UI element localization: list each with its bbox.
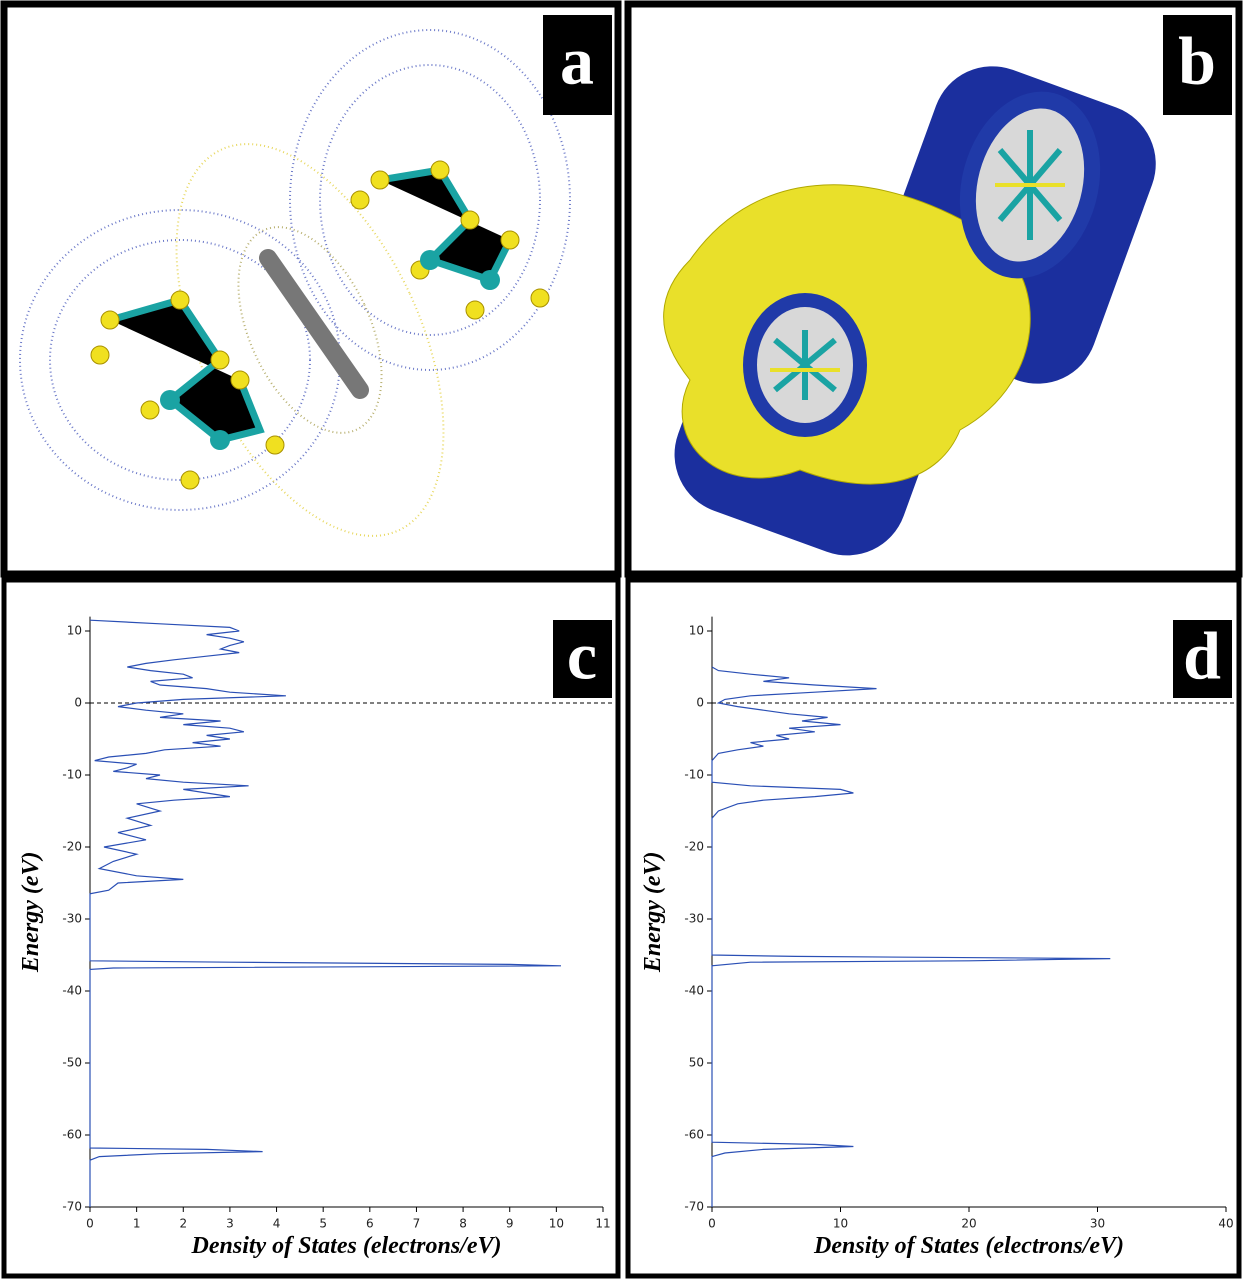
x-tick-label: 30	[1090, 1217, 1105, 1231]
x-axis-title: Density of States (electrons/eV)	[813, 1233, 1124, 1259]
y-tick-label: 10	[689, 624, 704, 638]
panel-label: b	[1178, 23, 1216, 99]
y-tick-label: 50	[689, 1056, 704, 1070]
x-tick-label: 6	[366, 1217, 374, 1231]
y-axis-title: Energy (eV)	[18, 851, 44, 973]
x-tick-label: 2	[179, 1217, 187, 1231]
panel-frame	[4, 580, 618, 1276]
x-tick-label: 1	[133, 1217, 141, 1231]
y-tick-label: -70	[684, 1200, 704, 1214]
panel-frame	[628, 580, 1239, 1276]
x-tick-label: 10	[833, 1217, 848, 1231]
figure: a b c d 10 0 -10 -20 -30 -40 -50 -60 -70 0 1 2 3 4 5 6 7…	[0, 0, 1243, 1279]
x-tick-label: 20	[961, 1217, 976, 1231]
y-tick-label: -30	[62, 912, 82, 926]
x-tick-label: 0	[86, 1217, 94, 1231]
y-tick-label: -10	[684, 768, 704, 782]
x-tick-label: 10	[549, 1217, 564, 1231]
y-tick-label: 0	[696, 696, 704, 710]
x-tick-label: 4	[273, 1217, 281, 1231]
y-tick-label: -30	[684, 912, 704, 926]
y-tick-label: 0	[74, 696, 82, 710]
y-tick-label: -20	[684, 840, 704, 854]
y-tick-label: -40	[62, 984, 82, 998]
panel-label: c	[567, 618, 597, 694]
x-tick-label: 11	[595, 1217, 610, 1231]
x-tick-label: 3	[226, 1217, 234, 1231]
x-axis-title: Density of States (electrons/eV)	[191, 1233, 502, 1259]
x-tick-label: 0	[708, 1217, 716, 1231]
y-tick-label: -50	[62, 1056, 82, 1070]
panel-label: a	[560, 23, 594, 99]
panel-label: d	[1183, 618, 1221, 694]
y-axis-title: Energy (eV)	[640, 851, 666, 973]
x-tick-label: 7	[413, 1217, 421, 1231]
y-tick-label: -10	[62, 768, 82, 782]
y-tick-label: -20	[62, 840, 82, 854]
y-tick-label: 10	[67, 624, 82, 638]
x-tick-label: 5	[319, 1217, 327, 1231]
y-tick-label: -60	[62, 1128, 82, 1142]
y-tick-label: -40	[684, 984, 704, 998]
x-tick-label: 9	[506, 1217, 514, 1231]
y-tick-label: -60	[684, 1128, 704, 1142]
x-tick-label: 8	[459, 1217, 467, 1231]
y-tick-label: -70	[62, 1200, 82, 1214]
panel-frame	[4, 4, 618, 574]
x-tick-label: 40	[1218, 1217, 1233, 1231]
